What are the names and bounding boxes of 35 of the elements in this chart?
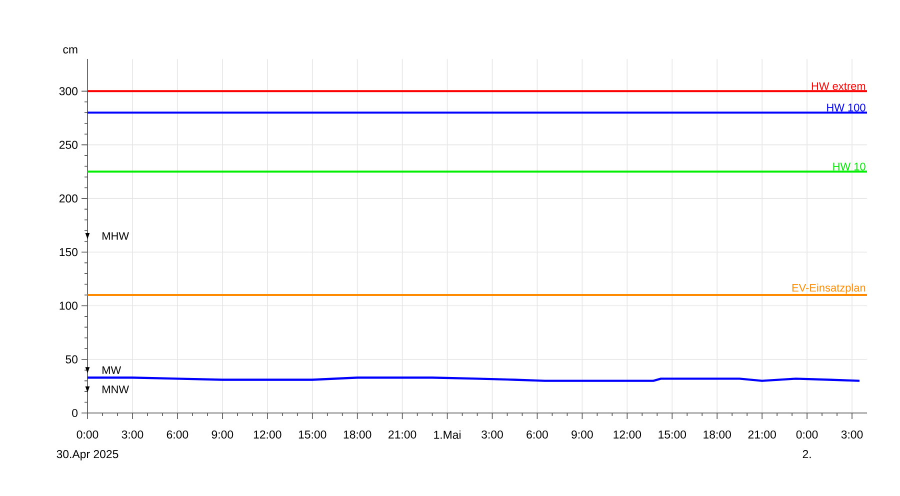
y-tick-label: 300 [59, 87, 78, 96]
annotation: MW [102, 366, 122, 374]
x-tick-label: 21:00 [388, 430, 416, 439]
annotation: MHW [102, 232, 129, 240]
ref-line-label: EV-Einsatzplan [792, 284, 866, 294]
x-tick-label: 3:00 [841, 430, 863, 439]
x-tick-label: 0:00 [76, 430, 98, 439]
annotation: MNW [102, 386, 129, 394]
ref-line-label: HW extrem [812, 82, 866, 90]
x-tick-label: 12:00 [254, 430, 282, 439]
x-tick-label: 6:00 [166, 430, 188, 439]
x-tick-label: 15:00 [298, 430, 326, 439]
y-tick-label: 200 [59, 194, 78, 203]
x-tick-label: 9:00 [212, 430, 234, 439]
text: 30.Apr 2025 [56, 450, 118, 460]
x-tick-label: 15:00 [658, 430, 686, 439]
x-tick-label: 1.Mai [434, 430, 460, 439]
x-tick-label: 3:00 [482, 430, 503, 439]
ref-line-label: HW 10 [833, 162, 866, 170]
y-axis-title: cm [63, 47, 78, 54]
x-tick-label: 0:00 [796, 430, 818, 439]
y-tick-label: 250 [59, 140, 78, 149]
x-tick-label: 6:00 [526, 430, 548, 439]
y-tick-label: 0 [72, 408, 78, 418]
x-tick-label: 3:00 [122, 430, 144, 439]
x-tick-label: 18:00 [344, 430, 372, 439]
y-tick-label: 100 [60, 302, 78, 310]
y-tick-label: 150 [60, 248, 78, 256]
x-tick-label: 12:00 [614, 430, 642, 439]
x-tick-label: 18:00 [704, 430, 731, 439]
y-tick-label: 50 [66, 355, 78, 364]
x-tick-label: 21:00 [748, 430, 776, 439]
text: 2. [802, 450, 811, 458]
ref-line-label: HW 100 [827, 104, 866, 112]
x-tick-label: 9:00 [572, 430, 593, 439]
